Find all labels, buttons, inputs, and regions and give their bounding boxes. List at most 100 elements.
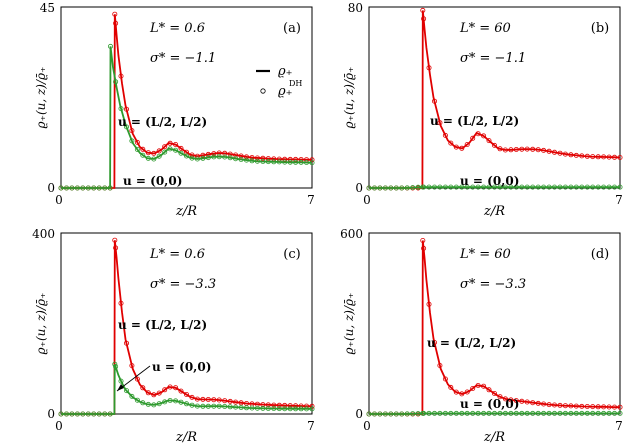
dh-marker: [557, 150, 563, 156]
dh-marker: [205, 155, 211, 161]
dh-marker: [573, 184, 579, 190]
annotation-origin: u = (0,0): [460, 397, 519, 411]
dh-marker: [491, 390, 497, 396]
dh-marker: [519, 146, 525, 152]
dh-marker: [260, 158, 266, 164]
x-tick-label-max: 7: [307, 419, 315, 433]
dh-marker: [502, 147, 508, 153]
dh-marker: [595, 154, 601, 160]
dh-marker: [243, 405, 249, 411]
x-tick-label-max: 7: [307, 193, 315, 207]
dh-marker: [238, 153, 244, 159]
panel-d: 600 00 7 z/R ϱ₊(u, z)/ϱ̄₊ L* = 60 σ* = −3.3 (d)…: [340, 227, 623, 443]
param-sigma: σ* = −3.3: [460, 277, 526, 292]
dh-marker: [410, 411, 416, 417]
dh-marker: [282, 159, 288, 165]
dh-marker-peak: [112, 237, 118, 243]
dh-marker: [194, 403, 200, 409]
dh-marker: [606, 410, 612, 416]
y-tick-label-max: 600: [340, 227, 363, 241]
y-tick-label-max: 45: [40, 1, 55, 15]
dh-marker: [464, 410, 470, 416]
dh-marker: [200, 396, 206, 402]
dh-marker: [481, 410, 487, 416]
dh-marker: [464, 141, 470, 147]
dh-marker: [530, 400, 536, 406]
dh-marker: [178, 388, 184, 394]
dh-marker: [617, 154, 623, 160]
dh-marker: [535, 410, 541, 416]
dh-marker: [162, 399, 168, 405]
dh-marker: [243, 154, 249, 160]
dh-marker: [437, 120, 443, 126]
legend-marker-superscript: DH: [289, 79, 302, 88]
dh-marker-peak: [420, 184, 426, 190]
annotation-origin: u = (0,0): [123, 174, 182, 188]
legend-marker-label: ϱ₊: [278, 84, 293, 99]
dh-marker: [118, 300, 124, 306]
dh-marker: [541, 147, 547, 153]
dh-marker: [617, 410, 623, 416]
dh-marker: [595, 184, 601, 190]
dh-marker: [189, 152, 195, 158]
dh-marker: [382, 185, 388, 191]
dh-marker: [80, 411, 86, 417]
panel-a: 45 00 7 z/R ϱ₊(u, z)/ϱ̄₊ L* = 0.6 σ* = −1.1 (a)…: [34, 1, 315, 219]
dh-marker: [426, 184, 432, 190]
dh-marker: [211, 403, 217, 409]
dh-marker: [612, 410, 618, 416]
dh-marker: [58, 185, 64, 191]
dh-marker: [298, 406, 304, 412]
dh-marker: [162, 144, 168, 150]
dh-marker: [393, 185, 399, 191]
dh-marker: [508, 397, 514, 403]
dh-marker: [486, 387, 492, 393]
axes-frame: [60, 6, 313, 189]
x-axis-label: z/R: [483, 204, 505, 219]
dh-marker: [189, 155, 195, 161]
dh-marker: [475, 410, 481, 416]
dh-marker: [568, 184, 574, 190]
dh-marker: [129, 128, 135, 134]
dh-marker: [151, 156, 157, 162]
dh-marker: [519, 184, 525, 190]
dh-marker: [298, 159, 304, 165]
dh-marker: [200, 403, 206, 409]
dh-marker: [238, 404, 244, 410]
dh-marker: [183, 153, 189, 159]
dh-marker: [606, 154, 612, 160]
dh-marker: [238, 400, 244, 406]
dh-marker: [541, 401, 547, 407]
param-L: L* = 0.6: [149, 247, 205, 262]
dh-marker: [265, 405, 271, 411]
dh-marker: [189, 402, 195, 408]
dh-marker: [546, 184, 552, 190]
dh-marker: [426, 65, 432, 71]
dh-marker: [508, 147, 514, 153]
dh-marker: [590, 410, 596, 416]
dh-marker: [134, 146, 140, 152]
dh-marker: [85, 185, 91, 191]
series-line-center: [369, 240, 621, 415]
dh-marker: [513, 410, 519, 416]
dh-marker: [464, 184, 470, 190]
dh-marker: [470, 410, 476, 416]
dh-marker: [183, 391, 189, 397]
dh-marker: [113, 20, 119, 26]
panel-label: (c): [283, 247, 300, 262]
param-L: L* = 60: [459, 21, 511, 36]
dh-marker: [541, 184, 547, 190]
dh-marker: [617, 404, 623, 410]
dh-marker: [431, 184, 437, 190]
annotation-center: u = (L/2, L/2): [118, 115, 207, 129]
dh-marker: [530, 184, 536, 190]
dh-marker: [129, 363, 135, 369]
axes-frame: [60, 232, 313, 415]
dh-marker: [183, 401, 189, 407]
param-L: L* = 0.6: [149, 21, 205, 36]
dh-marker: [590, 404, 596, 410]
dh-marker: [431, 98, 437, 104]
dh-marker: [421, 245, 427, 251]
x-tick-label-min: 0: [363, 419, 371, 433]
dh-marker: [145, 155, 151, 161]
